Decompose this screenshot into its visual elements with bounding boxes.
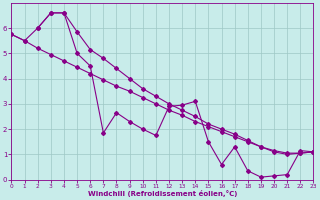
- X-axis label: Windchill (Refroidissement éolien,°C): Windchill (Refroidissement éolien,°C): [88, 190, 237, 197]
